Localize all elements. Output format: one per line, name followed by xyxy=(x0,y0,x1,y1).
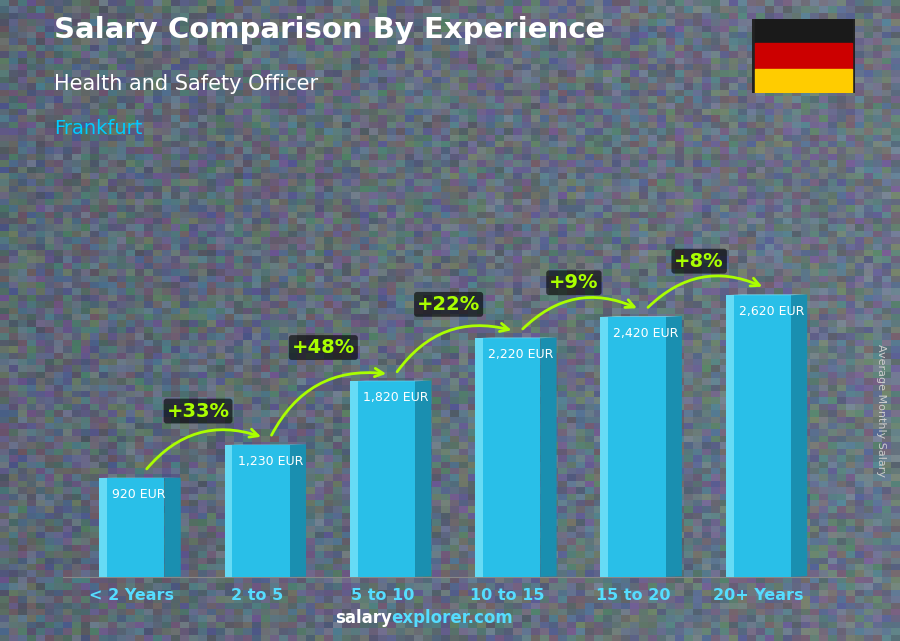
Text: 2,620 EUR: 2,620 EUR xyxy=(739,305,804,318)
Text: 920 EUR: 920 EUR xyxy=(112,488,166,501)
Polygon shape xyxy=(600,316,682,317)
Text: 1,820 EUR: 1,820 EUR xyxy=(363,391,428,404)
Bar xyxy=(350,381,357,577)
Text: Average Monthly Salary: Average Monthly Salary xyxy=(877,344,886,477)
Bar xyxy=(475,338,540,577)
Polygon shape xyxy=(791,294,807,577)
Bar xyxy=(350,381,415,577)
Polygon shape xyxy=(290,444,306,577)
Polygon shape xyxy=(725,294,807,296)
Text: +8%: +8% xyxy=(674,252,724,271)
Bar xyxy=(725,296,734,577)
Bar xyxy=(99,478,107,577)
Text: salary: salary xyxy=(335,609,392,627)
Bar xyxy=(725,296,791,577)
Text: Salary Comparison By Experience: Salary Comparison By Experience xyxy=(54,16,605,44)
Bar xyxy=(600,317,666,577)
Text: +33%: +33% xyxy=(166,401,230,420)
Bar xyxy=(755,69,851,93)
Text: +22%: +22% xyxy=(417,295,481,314)
Bar xyxy=(225,445,290,577)
Text: explorer.com: explorer.com xyxy=(392,609,513,627)
Text: +48%: +48% xyxy=(292,338,355,357)
Bar xyxy=(755,43,851,69)
Text: +9%: +9% xyxy=(549,273,598,292)
Text: 1,230 EUR: 1,230 EUR xyxy=(238,454,303,468)
Bar xyxy=(225,445,232,577)
Text: 2,420 EUR: 2,420 EUR xyxy=(614,327,679,340)
Text: 2,220 EUR: 2,220 EUR xyxy=(488,348,554,361)
Bar xyxy=(99,478,165,577)
Polygon shape xyxy=(540,338,556,577)
Polygon shape xyxy=(165,478,181,577)
Bar xyxy=(600,317,608,577)
Bar xyxy=(755,19,851,43)
Polygon shape xyxy=(415,381,431,577)
Polygon shape xyxy=(666,316,682,577)
Text: Health and Safety Officer: Health and Safety Officer xyxy=(54,74,318,94)
FancyBboxPatch shape xyxy=(748,15,859,97)
Bar xyxy=(475,338,483,577)
Text: Frankfurt: Frankfurt xyxy=(54,119,142,138)
